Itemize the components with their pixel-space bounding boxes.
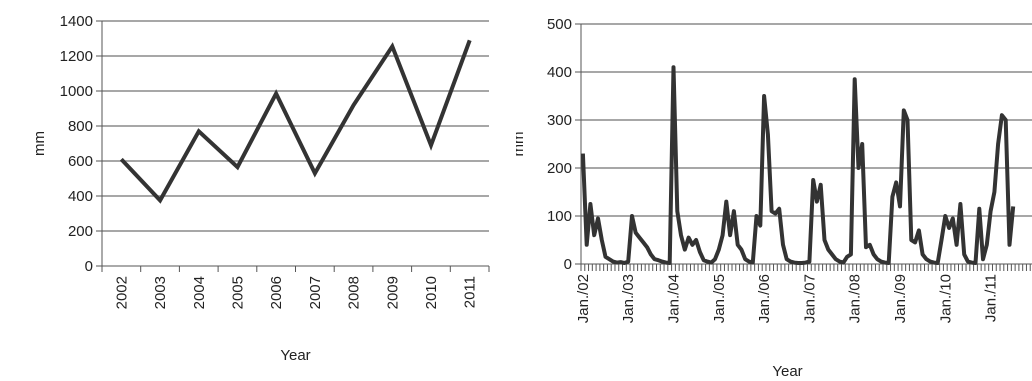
y-tick-label: 1200 <box>60 48 93 65</box>
x-axis-label: Year <box>772 363 802 380</box>
y-tick-label: 0 <box>85 258 93 275</box>
y-axis-label: mm <box>516 132 527 157</box>
x-tick-label: Jan./11 <box>983 274 1000 322</box>
y-tick-label: 800 <box>68 118 93 135</box>
y-tick-label: 100 <box>547 208 572 225</box>
y-axis-label: mm <box>31 131 48 156</box>
monthly-precipitation-chart: 0 100 200 300 400 500 mm Jan./02 Jan./03 Jan./04 J… <box>516 16 1032 380</box>
x-tick-label: 2003 <box>152 276 169 309</box>
x-tick-label: Jan./07 <box>801 274 818 323</box>
x-axis-label: Year <box>280 347 310 364</box>
y-tick-label: 1000 <box>60 83 93 100</box>
x-tick-label: Jan./04 <box>665 274 682 323</box>
x-tick-label: 2004 <box>191 276 208 309</box>
x-tick-label: 2009 <box>384 276 401 309</box>
y-tick-label: 400 <box>68 188 93 205</box>
x-tick-label: 2011 <box>462 276 479 308</box>
x-tick-label: 2002 <box>113 276 130 309</box>
y-tick-label: 200 <box>68 223 93 240</box>
y-tick-label: 1400 <box>60 13 93 30</box>
y-tick-label: 500 <box>547 16 572 33</box>
series-line <box>580 65 1016 265</box>
y-tick-label: 300 <box>547 112 572 129</box>
y-tick-label: 200 <box>547 160 572 177</box>
annual-precipitation-chart: 0 200 400 600 800 1000 1200 1400 mm 2002 2003 2004 2… <box>31 13 490 364</box>
x-tick-label: Jan./10 <box>937 274 954 323</box>
x-tick-label: 2008 <box>346 276 363 309</box>
x-tick-label: Jan./08 <box>847 274 864 323</box>
x-tick-label: Jan./02 <box>575 274 592 323</box>
x-tick-label: 2006 <box>268 276 285 309</box>
x-tick-label: 2007 <box>307 276 324 309</box>
y-tick-label: 600 <box>68 153 93 170</box>
y-tick-label: 0 <box>564 256 572 273</box>
x-tick-label: Jan./05 <box>711 274 728 323</box>
y-tick-label: 400 <box>547 64 572 81</box>
x-tick-label: Jan./09 <box>892 274 909 323</box>
x-tick-label: 2005 <box>229 276 246 309</box>
x-tick-label: Jan./06 <box>756 274 773 323</box>
series-line <box>119 39 472 204</box>
x-tick-label: 2010 <box>423 276 440 309</box>
x-tick-label: Jan./03 <box>620 274 637 323</box>
